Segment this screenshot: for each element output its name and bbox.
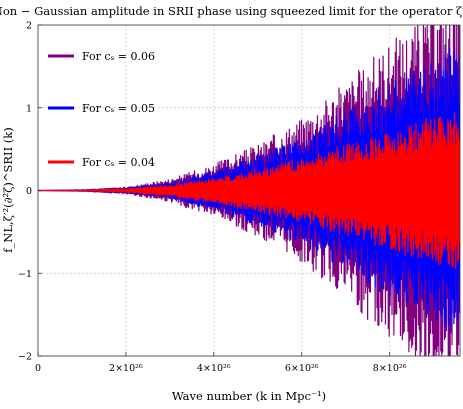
x-tick-label: 4×10²⁶ <box>197 363 231 374</box>
plot-area <box>37 24 461 357</box>
legend: For cₛ = 0.06 For cₛ = 0.05 For cₛ = 0.04 <box>48 50 155 169</box>
y-tick-label: −1 <box>18 269 32 280</box>
series-line-3 <box>38 112 460 270</box>
legend-label: For cₛ = 0.04 <box>82 156 155 169</box>
y-tick-label: 1 <box>26 103 32 114</box>
y-axis-ticks: −2 −1 0 1 2 <box>18 21 42 363</box>
x-tick-label: 2×10²⁶ <box>109 363 143 374</box>
y-tick-label: 0 <box>26 186 32 197</box>
x-axis-ticks: 0 2×10²⁶ 4×10²⁶ 6×10²⁶ 8×10²⁶ <box>35 352 407 374</box>
y-tick-label: −2 <box>18 352 32 363</box>
y-tick-label: 2 <box>26 21 32 32</box>
chart-title: Non − Gaussian amplitude in SRII phase u… <box>0 4 463 18</box>
x-tick-label: 6×10²⁶ <box>285 363 319 374</box>
legend-label: For cₛ = 0.05 <box>82 102 155 115</box>
series-layer <box>38 25 460 356</box>
legend-label: For cₛ = 0.06 <box>82 50 155 63</box>
x-tick-label: 8×10²⁶ <box>373 363 407 374</box>
y-axis-label: f_NL,ζ′²(∂²ζ)^SRII (k) <box>1 127 15 252</box>
x-tick-label: 0 <box>35 363 41 374</box>
x-axis-label: Wave number (k in Mpc⁻¹) <box>172 389 326 403</box>
